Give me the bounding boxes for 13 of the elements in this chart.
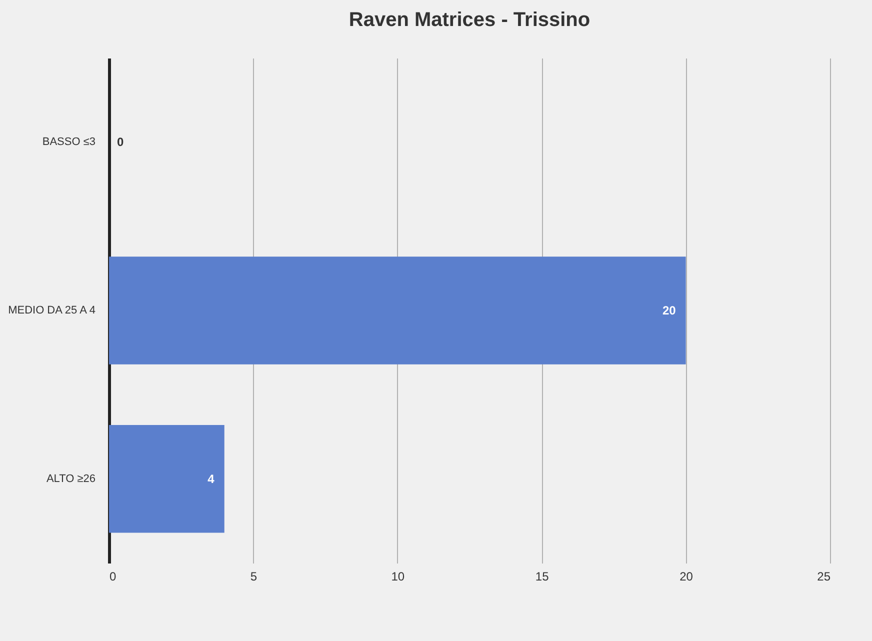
data-label: 20 <box>662 304 676 318</box>
data-label: 0 <box>117 135 124 150</box>
y-tick-label: MEDIO DA 25 A 4 <box>8 304 96 316</box>
y-tick-label: BASSO ≤3 <box>42 136 96 148</box>
x-tick-label: 5 <box>250 570 258 584</box>
x-tick-label: 20 <box>680 570 694 584</box>
chart-title: Raven Matrices - Trissino <box>348 9 590 31</box>
x-tick-label: 15 <box>535 570 550 584</box>
x-tick-label: 0 <box>110 570 116 584</box>
x-tick-label: 10 <box>391 570 405 584</box>
data-label: 4 <box>208 472 215 486</box>
y-tick-label: ALTO ≥26 <box>46 472 96 485</box>
x-tick-label: 25 <box>817 570 831 584</box>
